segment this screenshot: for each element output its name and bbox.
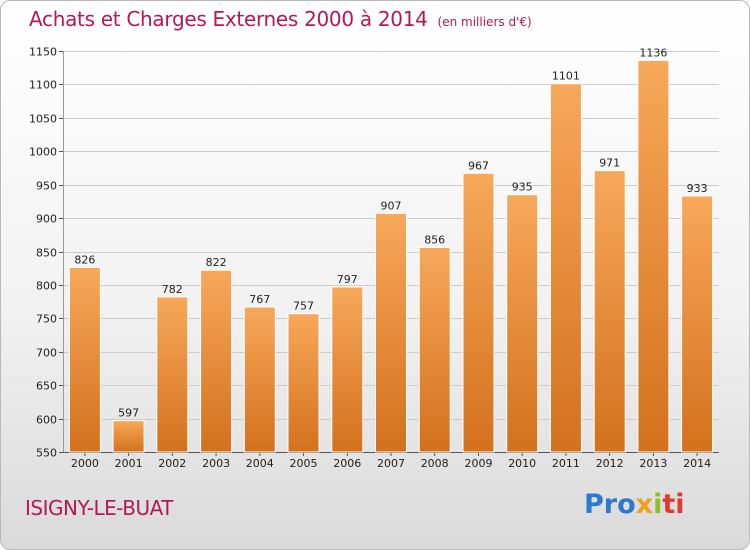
y-tick-label: 700 — [36, 347, 57, 360]
y-tick-label: 1100 — [29, 79, 57, 92]
y-tick-label: 600 — [36, 414, 57, 427]
bar-value-label: 767 — [249, 293, 270, 306]
x-tick-label: 2006 — [333, 457, 361, 470]
bar-value-label: 757 — [293, 300, 314, 313]
x-tick-label: 2008 — [421, 457, 449, 470]
bar-2008 — [418, 247, 451, 453]
bar-2000 — [68, 267, 101, 453]
bar-value-label: 782 — [162, 283, 183, 296]
x-tick-label: 2003 — [202, 457, 230, 470]
bar-2004 — [243, 306, 276, 453]
x-tick-label: 2010 — [508, 457, 536, 470]
x-tick-label: 2012 — [596, 457, 624, 470]
y-tick-label: 550 — [36, 447, 57, 460]
bar-2002 — [156, 296, 189, 453]
bar-value-label: 907 — [381, 199, 402, 212]
logo-part-1: Pro — [584, 489, 636, 520]
x-tick-label: 2013 — [639, 457, 667, 470]
bar-2001 — [112, 420, 145, 453]
y-tick-label: 850 — [36, 247, 57, 260]
bar-2014 — [681, 195, 714, 453]
bar-2013 — [637, 59, 670, 453]
y-tick-label: 800 — [36, 280, 57, 293]
proxiti-logo: Proxiti — [584, 489, 685, 520]
bar-value-label: 971 — [599, 157, 620, 170]
bar-value-label: 967 — [468, 159, 489, 172]
y-tick-label: 950 — [36, 180, 57, 193]
bars — [68, 59, 714, 453]
bar-value-label: 856 — [424, 234, 445, 247]
x-tick-label: 2014 — [683, 457, 711, 470]
x-tick-label: 2007 — [377, 457, 405, 470]
bar-2007 — [375, 212, 407, 453]
bar-2011 — [549, 83, 582, 453]
bar-value-label: 797 — [337, 273, 358, 286]
y-tick-label: 750 — [36, 313, 57, 326]
y-tick-label: 650 — [36, 380, 57, 393]
logo-part-4: ti — [662, 489, 685, 520]
x-tick-label: 2005 — [290, 457, 318, 470]
logo-part-2: x — [635, 489, 654, 520]
bar-value-label: 826 — [74, 254, 95, 267]
bar-value-label: 597 — [118, 407, 139, 420]
bar-2003 — [200, 269, 233, 453]
city-name: ISIGNY-LE-BUAT — [25, 496, 174, 520]
labels: 550 600 650 700 750 800 850 900 950 1000 1050 1100 1… — [29, 46, 711, 471]
x-tick-label: 2000 — [71, 457, 99, 470]
bar-2010 — [506, 194, 539, 453]
bar-2006 — [331, 286, 364, 453]
x-tick-label: 2002 — [158, 457, 186, 470]
x-tick-label: 2004 — [246, 457, 274, 470]
logo-part-3: i — [653, 489, 663, 520]
x-tick-label: 2009 — [465, 457, 493, 470]
bar-value-label: 822 — [206, 256, 227, 269]
bar-2009 — [462, 172, 495, 453]
chart-title-block: Achats et Charges Externes 2000 à 2014 (e… — [29, 7, 532, 31]
bar-value-label: 1136 — [639, 46, 667, 59]
y-tick-label: 1000 — [29, 146, 57, 159]
bar-2005 — [287, 313, 320, 453]
x-tick-label: 2001 — [115, 457, 143, 470]
y-tick-label: 1050 — [29, 113, 57, 126]
bar-value-label: 1101 — [552, 70, 580, 83]
y-tick-label: 1150 — [29, 46, 57, 59]
bar-2012 — [593, 170, 626, 453]
chart-title: Achats et Charges Externes 2000 à 2014 — [29, 7, 428, 31]
bar-value-label: 935 — [512, 181, 533, 194]
chart-unit: (en milliers d'€) — [437, 15, 532, 29]
x-tick-label: 2011 — [552, 457, 580, 470]
bar-value-label: 933 — [687, 182, 708, 195]
y-tick-label: 900 — [36, 213, 57, 226]
